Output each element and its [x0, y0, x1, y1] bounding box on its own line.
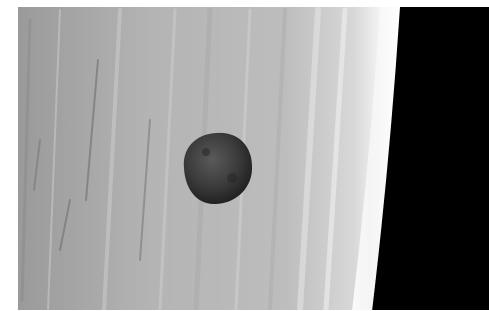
image: [18, 7, 489, 311]
crater: [227, 173, 237, 183]
crater: [202, 148, 210, 156]
page: [0, 0, 489, 311]
photo: [0, 0, 489, 311]
